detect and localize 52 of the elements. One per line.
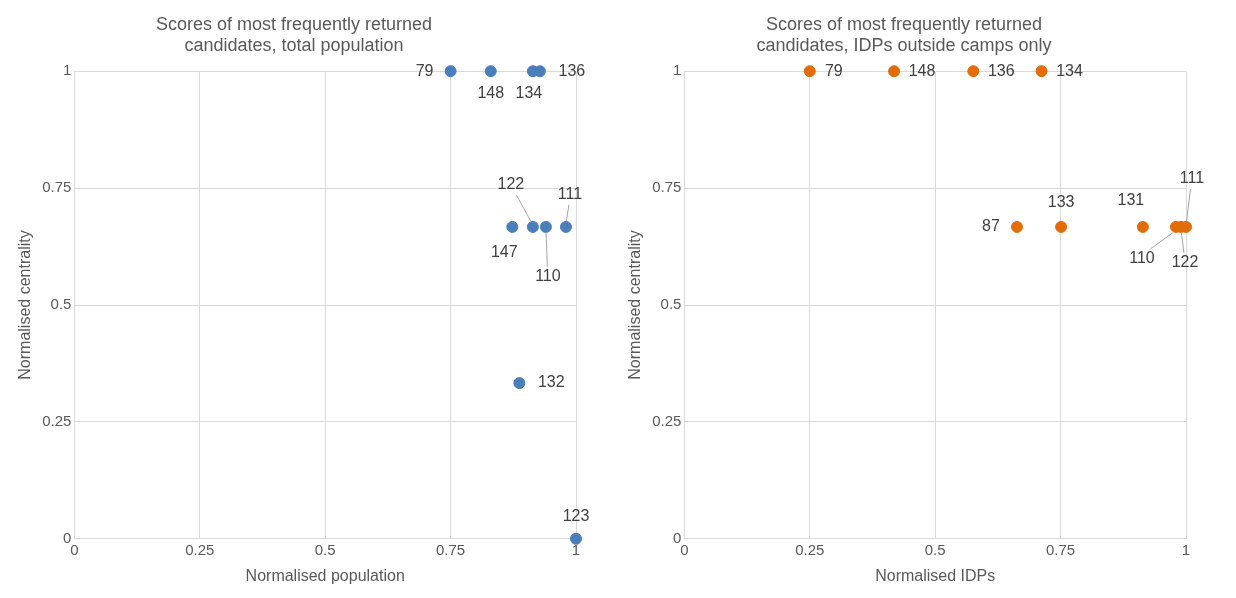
y-axis-title: Normalised centrality xyxy=(16,230,34,380)
point xyxy=(526,220,539,233)
x-axis-title: Normalised population xyxy=(245,566,405,584)
annotation: 148 xyxy=(477,83,505,101)
annotation: 110 xyxy=(535,267,561,285)
point xyxy=(506,220,519,233)
x-tick-label: 0.25 xyxy=(185,540,215,558)
y-tick-label: 0 xyxy=(63,528,72,546)
annotation: 132 xyxy=(537,373,565,391)
annotation: 131 xyxy=(1117,191,1145,209)
annotation: 111 xyxy=(557,185,583,203)
annotation: 122 xyxy=(1171,253,1199,271)
y-tick-label: 0.75 xyxy=(42,178,72,196)
point xyxy=(570,532,582,545)
annotation: 110 xyxy=(1129,249,1155,267)
point xyxy=(444,65,457,78)
y-tick-label: 0.5 xyxy=(660,295,682,313)
x-tick-label: 0.25 xyxy=(795,540,825,558)
annotation: 133 xyxy=(1047,193,1075,211)
point xyxy=(484,65,497,78)
x-tick-label: 1 xyxy=(1181,540,1191,558)
y-tick-label: 1 xyxy=(673,61,682,79)
x-tick-label: 0.75 xyxy=(436,540,466,558)
y-axis-title: Normalised centrality xyxy=(626,230,644,380)
annotation: 122 xyxy=(497,175,525,193)
annotation: 136 xyxy=(987,61,1015,79)
y-tick-label: 0.25 xyxy=(652,412,682,430)
y-tick-label: 0.5 xyxy=(50,295,72,313)
annotation: 134 xyxy=(1056,61,1083,79)
point xyxy=(559,220,572,233)
annotation: 79 xyxy=(415,61,434,79)
y-tick-label: 0 xyxy=(673,528,682,546)
annotation: 111 xyxy=(1179,169,1205,187)
x-tick-label: 0.5 xyxy=(924,540,946,558)
annotation: 87 xyxy=(982,217,1000,235)
chart-title: Scores of most frequently returned candidates, IDPs outside camps only xyxy=(756,13,1052,56)
annotation: 123 xyxy=(562,507,590,525)
x-tick-label: 0.75 xyxy=(1046,540,1076,558)
annotation: 148 xyxy=(908,61,936,79)
annotation: 134 xyxy=(515,83,543,101)
x-tick-label: 1 xyxy=(571,540,581,558)
chart-title: Scores of most frequently returned candidates, total population xyxy=(155,13,433,56)
y-tick-label: 1 xyxy=(63,61,72,79)
y-tick-label: 0.75 xyxy=(652,178,682,196)
annotation: 147 xyxy=(490,243,518,261)
y-tick-label: 0.25 xyxy=(42,412,72,430)
annotation: 79 xyxy=(824,61,843,79)
x-tick-label: 0.5 xyxy=(314,540,336,558)
x-axis-title: Normalised IDPs xyxy=(875,566,996,584)
point xyxy=(513,377,526,390)
annotation: 136 xyxy=(558,61,586,79)
point xyxy=(539,220,552,233)
